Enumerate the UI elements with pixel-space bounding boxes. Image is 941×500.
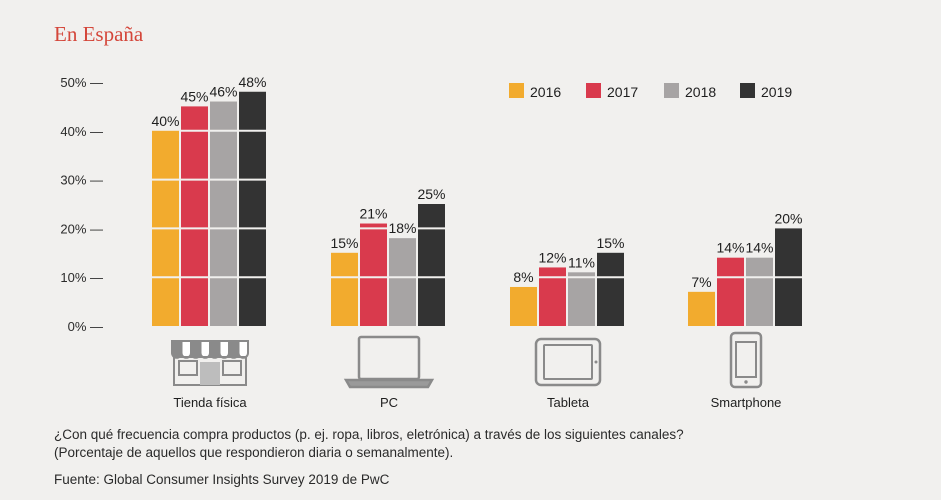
legend-label: 2016 [530, 84, 561, 100]
bar-2019-2 [597, 252, 624, 326]
data-label: 15% [596, 235, 624, 251]
data-label: 45% [180, 88, 208, 104]
data-label: 40% [151, 113, 179, 129]
y-tick-label: 10% — [60, 270, 103, 285]
category-label: Smartphone [711, 395, 782, 410]
bar-2017-3 [717, 257, 744, 326]
bar-2016-3 [688, 291, 715, 326]
data-label: 15% [330, 235, 358, 251]
data-label: 18% [388, 220, 416, 236]
data-label: 8% [513, 269, 533, 285]
data-label: 12% [538, 249, 566, 265]
laptop-icon [343, 335, 435, 389]
bar-2018-2 [568, 272, 595, 326]
legend-label: 2019 [761, 84, 792, 100]
data-label: 25% [417, 186, 445, 202]
bar-2019-1 [418, 204, 445, 326]
legend-swatch-2017 [586, 83, 601, 98]
legend-label: 2017 [607, 84, 638, 100]
tablet-icon [534, 337, 602, 387]
data-label: 48% [238, 74, 266, 90]
bar-2016-1 [331, 252, 358, 326]
data-label: 46% [209, 84, 237, 100]
bar-2017-0 [181, 106, 208, 327]
survey-note: (Porcentaje de aquellos que respondieron… [54, 445, 454, 460]
bar-2017-1 [360, 223, 387, 326]
bar-2016-2 [510, 286, 537, 326]
data-label: 14% [745, 240, 773, 256]
legend-swatch-2019 [740, 83, 755, 98]
data-label: 21% [359, 206, 387, 222]
smartphone-icon [729, 331, 763, 389]
category-label: Tableta [547, 395, 590, 410]
data-label: 11% [568, 254, 595, 270]
bar-2018-0 [210, 101, 237, 327]
data-label: 7% [691, 274, 711, 290]
bar-chart: 0% — 10% — 20% — 30% — 40% — 50% — 40% 15% 8% 7% 4… [60, 74, 802, 410]
bar-2019-0 [239, 91, 266, 326]
y-tick-label: 50% — [60, 75, 103, 90]
legend-swatch-2016 [509, 83, 524, 98]
source-note: Fuente: Global Consumer Insights Survey … [54, 472, 390, 487]
data-label: 20% [774, 210, 802, 226]
y-tick-label: 0% — [68, 319, 103, 334]
bar-2018-1 [389, 238, 416, 326]
storefront-icon [171, 340, 249, 386]
y-tick-label: 40% — [60, 124, 103, 139]
survey-question: ¿Con qué frecuencia compra productos (p.… [54, 427, 684, 442]
category-label: Tienda física [173, 395, 247, 410]
legend-swatch-2018 [664, 83, 679, 98]
legend-label: 2018 [685, 84, 716, 100]
y-tick-label: 30% — [60, 173, 103, 188]
category-label: PC [380, 395, 398, 410]
chart-title: En España [54, 22, 144, 46]
data-label: 14% [716, 240, 744, 256]
y-tick-label: 20% — [60, 221, 103, 236]
bar-2018-3 [746, 257, 773, 326]
